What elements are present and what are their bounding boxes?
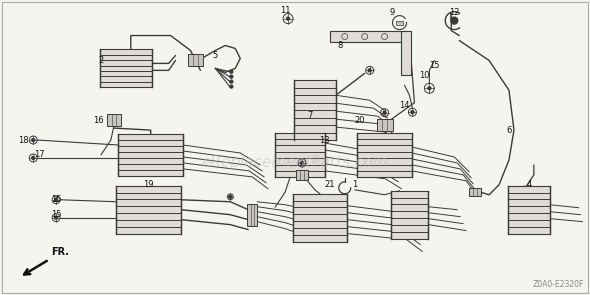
Circle shape (230, 80, 233, 83)
Bar (376, 119, 392, 131)
Text: 10: 10 (419, 71, 430, 80)
Circle shape (55, 216, 58, 219)
Text: Z0A0-E2320F: Z0A0-E2320F (532, 280, 584, 289)
Bar (402, 31, 411, 75)
Circle shape (55, 198, 58, 201)
Text: 20: 20 (355, 116, 365, 124)
Bar (469, 188, 481, 196)
Circle shape (230, 85, 233, 88)
Text: 13: 13 (320, 135, 330, 145)
Text: 18: 18 (18, 135, 28, 145)
Text: 4: 4 (526, 180, 532, 189)
Text: 17: 17 (34, 150, 44, 160)
Text: 7: 7 (307, 111, 313, 120)
Circle shape (230, 70, 233, 73)
Text: eReplacementParts.com: eReplacementParts.com (202, 155, 388, 170)
Text: 6: 6 (506, 126, 512, 135)
Text: 9: 9 (390, 8, 395, 17)
Text: 14: 14 (399, 101, 409, 110)
Bar (188, 55, 204, 66)
Bar (116, 186, 181, 234)
Text: 15: 15 (429, 61, 440, 70)
Text: 11: 11 (280, 6, 290, 15)
Bar (293, 194, 348, 242)
Bar (508, 186, 550, 234)
Text: 5: 5 (213, 51, 218, 60)
Circle shape (229, 195, 232, 198)
Text: 12: 12 (449, 8, 460, 17)
Text: 15: 15 (51, 210, 61, 219)
Text: 8: 8 (337, 41, 342, 50)
Bar (296, 170, 308, 180)
Bar (100, 50, 152, 87)
Circle shape (287, 17, 290, 20)
Circle shape (383, 111, 386, 114)
Text: 1: 1 (352, 180, 358, 189)
Text: 2: 2 (99, 56, 103, 65)
Circle shape (230, 75, 233, 78)
Text: 16: 16 (93, 116, 103, 124)
Circle shape (368, 69, 371, 72)
Circle shape (428, 87, 431, 90)
Circle shape (451, 17, 458, 24)
Text: 19: 19 (143, 180, 154, 189)
Bar (395, 21, 404, 24)
Bar (357, 132, 412, 177)
Bar (294, 80, 336, 140)
Bar (330, 31, 409, 42)
Bar (247, 204, 257, 226)
Circle shape (32, 139, 35, 142)
Bar (107, 114, 121, 126)
Bar (391, 191, 428, 239)
Text: FR.: FR. (51, 248, 69, 258)
Text: 21: 21 (324, 180, 335, 189)
Circle shape (300, 161, 303, 164)
Circle shape (32, 156, 35, 159)
Bar (119, 134, 183, 176)
Circle shape (411, 111, 414, 114)
Text: 15: 15 (51, 195, 61, 204)
Bar (275, 132, 325, 177)
